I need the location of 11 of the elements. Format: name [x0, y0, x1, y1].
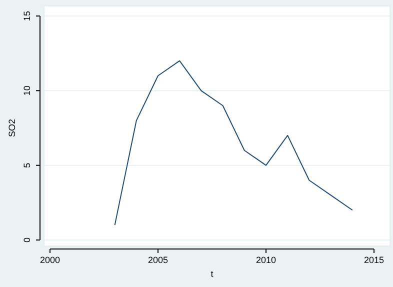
y-tick-label: 5: [22, 162, 32, 168]
y-tick-label: 15: [22, 10, 32, 22]
x-tick-label: 2010: [256, 255, 276, 265]
x-axis-title: t: [210, 269, 214, 279]
x-tick-label: 2015: [364, 255, 384, 265]
y-tick-label: 10: [22, 86, 32, 96]
x-tick-label: 2005: [148, 255, 168, 265]
y-tick-label: 0: [22, 237, 32, 243]
y-axis-title: SO2: [7, 118, 17, 138]
x-tick-label: 2000: [40, 255, 60, 265]
line-series: [114, 60, 353, 226]
